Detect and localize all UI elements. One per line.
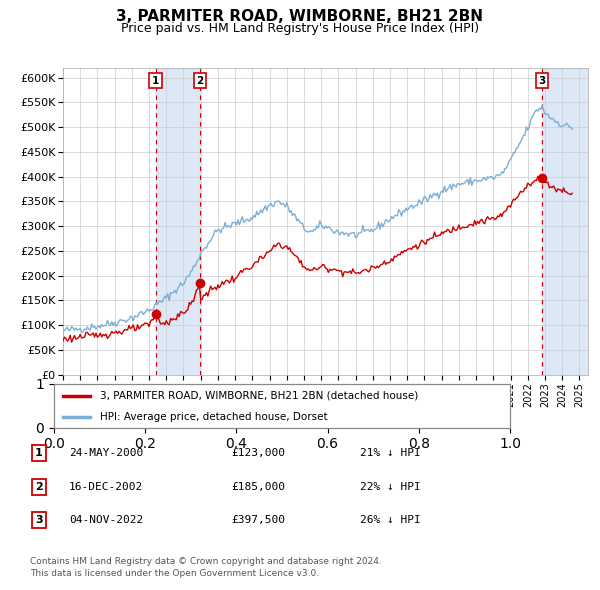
Text: Contains HM Land Registry data © Crown copyright and database right 2024.: Contains HM Land Registry data © Crown c… <box>30 558 382 566</box>
Bar <box>155 68 200 375</box>
Text: 26% ↓ HPI: 26% ↓ HPI <box>360 516 421 525</box>
Text: 16-DEC-2002: 16-DEC-2002 <box>69 482 143 491</box>
Text: 3, PARMITER ROAD, WIMBORNE, BH21 2BN: 3, PARMITER ROAD, WIMBORNE, BH21 2BN <box>116 9 484 24</box>
Text: £185,000: £185,000 <box>231 482 285 491</box>
Text: 2: 2 <box>196 76 203 86</box>
Text: 04-NOV-2022: 04-NOV-2022 <box>69 516 143 525</box>
Text: 2: 2 <box>35 482 43 491</box>
Text: £123,000: £123,000 <box>231 448 285 458</box>
Text: 3: 3 <box>35 516 43 525</box>
Text: This data is licensed under the Open Government Licence v3.0.: This data is licensed under the Open Gov… <box>30 569 319 578</box>
Text: 1: 1 <box>35 448 43 458</box>
Text: 21% ↓ HPI: 21% ↓ HPI <box>360 448 421 458</box>
Bar <box>542 68 588 375</box>
Text: 24-MAY-2000: 24-MAY-2000 <box>69 448 143 458</box>
Text: 3: 3 <box>538 76 546 86</box>
Text: £397,500: £397,500 <box>231 516 285 525</box>
Text: 22% ↓ HPI: 22% ↓ HPI <box>360 482 421 491</box>
Text: HPI: Average price, detached house, Dorset: HPI: Average price, detached house, Dors… <box>100 412 327 422</box>
Text: 1: 1 <box>152 76 159 86</box>
Text: Price paid vs. HM Land Registry's House Price Index (HPI): Price paid vs. HM Land Registry's House … <box>121 22 479 35</box>
Text: 3, PARMITER ROAD, WIMBORNE, BH21 2BN (detached house): 3, PARMITER ROAD, WIMBORNE, BH21 2BN (de… <box>100 391 418 401</box>
